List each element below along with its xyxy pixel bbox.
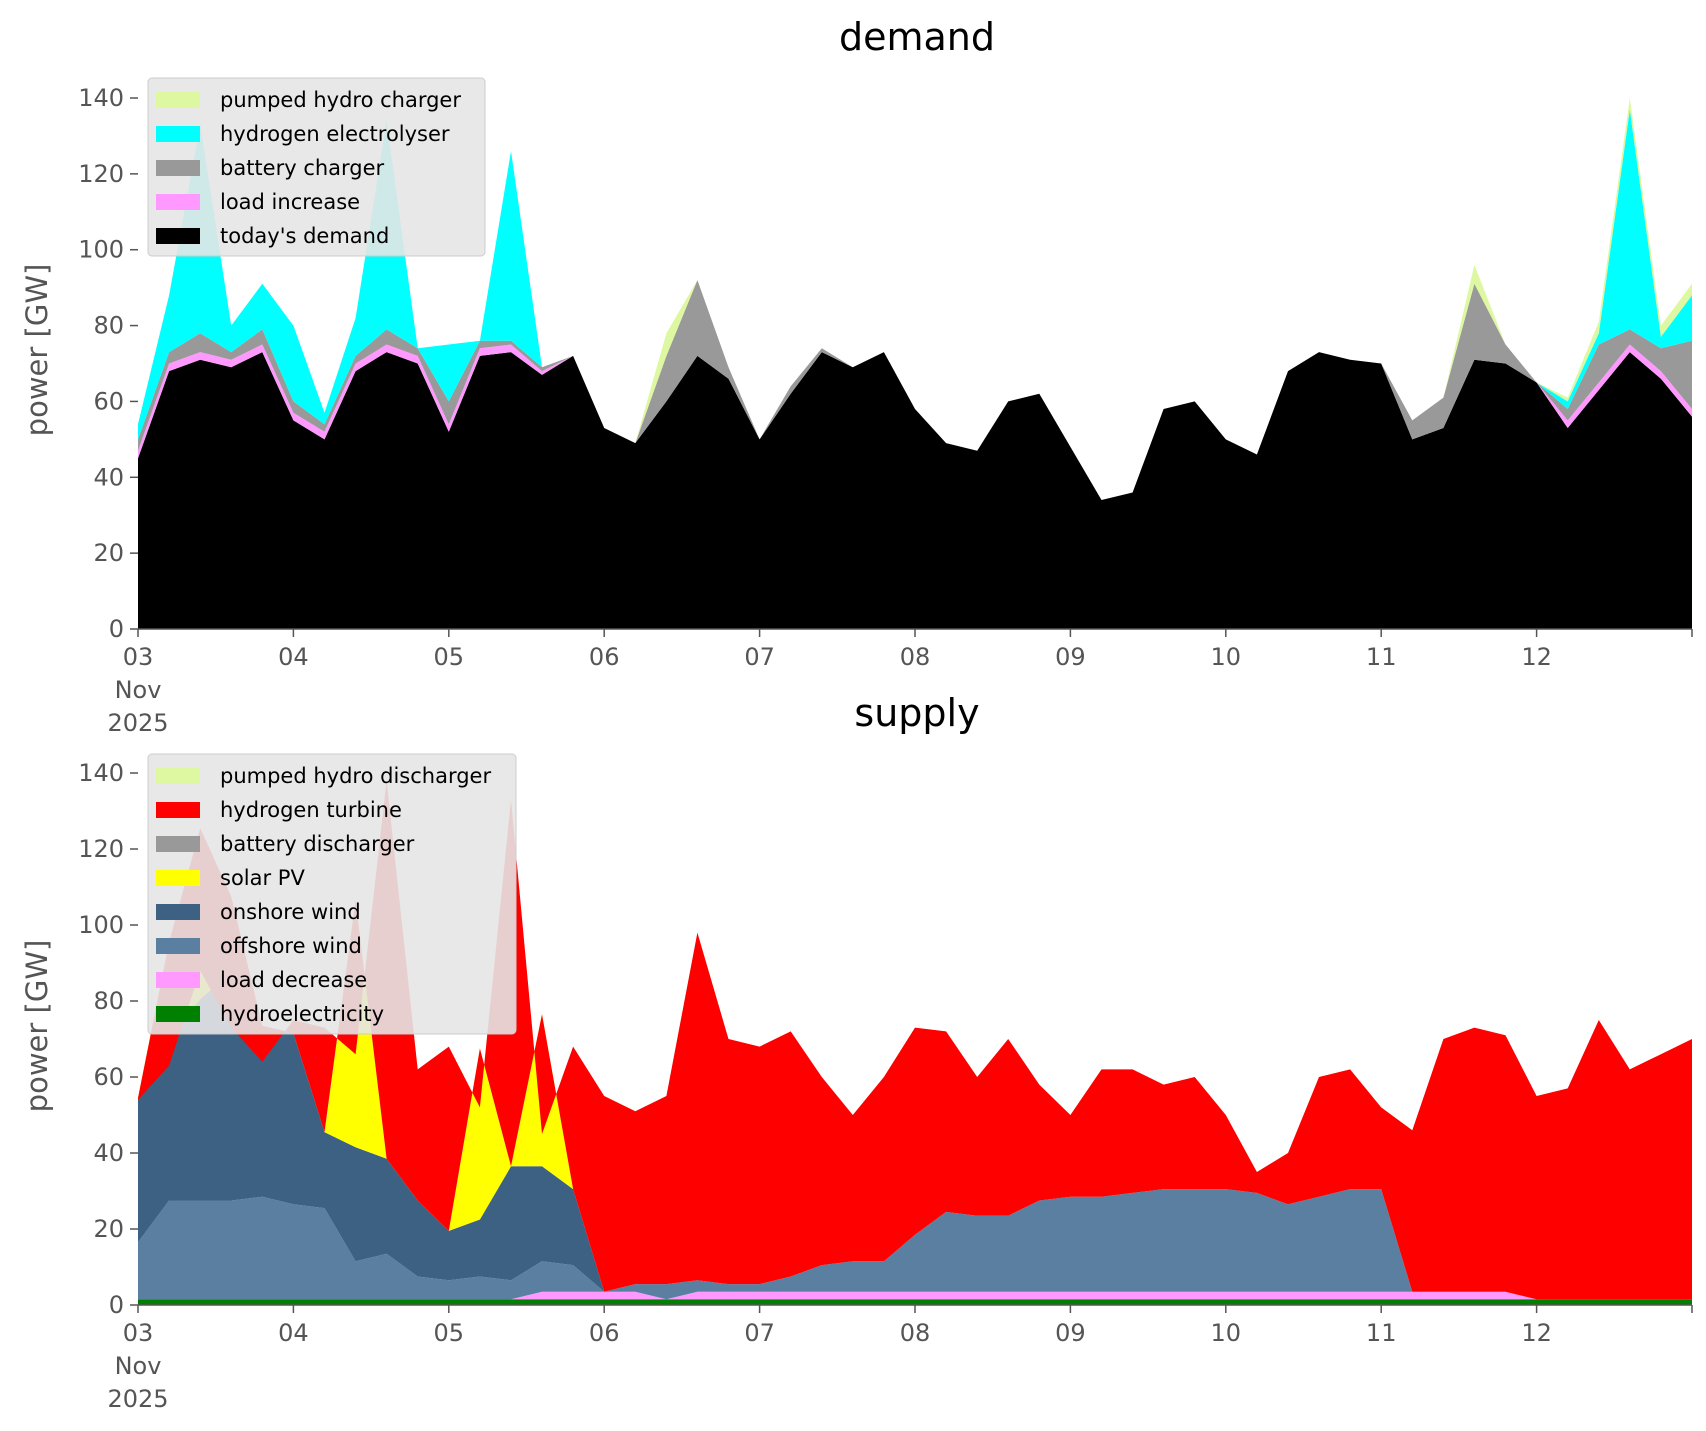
legend-swatch [156, 160, 200, 176]
x-tick-label: 03 [123, 1319, 154, 1347]
area-hydroelectricity [138, 1299, 1692, 1305]
y-tick-label: 120 [78, 160, 124, 188]
legend-swatch [156, 1006, 200, 1022]
x-tick-label: 08 [900, 1319, 931, 1347]
x-tick-label: 05 [434, 1319, 465, 1347]
demand-y-axis-label: power [GW] [20, 264, 54, 437]
x-tick-label: Nov [115, 676, 162, 704]
x-tick-label: 12 [1521, 1319, 1552, 1347]
legend-swatch [156, 228, 200, 244]
y-tick-label: 60 [93, 1063, 124, 1091]
y-tick-label: 80 [93, 312, 124, 340]
area-load-decrease [138, 1291, 1692, 1300]
legend-label: hydrogen electrolyser [220, 122, 450, 146]
legend-label: today's demand [220, 224, 389, 248]
y-tick-label: 0 [109, 1291, 124, 1319]
legend-label: battery discharger [220, 832, 415, 856]
y-tick-label: 140 [78, 84, 124, 112]
demand-panel: demand power [GW] 0 20 40 60 80 100 120 140 03 No… [20, 15, 1693, 737]
legend-box [147, 753, 517, 1035]
x-tick-label: 05 [434, 643, 465, 671]
legend-swatch [156, 802, 200, 818]
area-today-s-demand [138, 352, 1692, 629]
y-tick-label: 60 [93, 387, 124, 415]
x-tick-label: 09 [1055, 1319, 1086, 1347]
legend-label: pumped hydro discharger [220, 764, 491, 788]
x-tick-label: 04 [278, 1319, 309, 1347]
legend-swatch [156, 870, 200, 886]
y-tick-label: 0 [109, 615, 124, 643]
legend-swatch [156, 938, 200, 954]
x-tick-label: 09 [1055, 643, 1086, 671]
legend-label: load increase [220, 190, 360, 214]
legend-label: hydroelectricity [220, 1002, 384, 1026]
supply-areas [138, 780, 1692, 1305]
legend-label: battery charger [220, 156, 385, 180]
legend-swatch [156, 126, 200, 142]
x-tick-label: 10 [1211, 643, 1242, 671]
y-tick-label: 40 [93, 1139, 124, 1167]
y-tick-label: 20 [93, 539, 124, 567]
x-tick-label: 03 [123, 643, 154, 671]
y-tick-label: 100 [78, 236, 124, 264]
supply-axes: 0 20 40 60 80 100 120 140 03 Nov 2025 04 05 06 07 08 09 1… [78, 759, 1693, 1413]
x-tick-label: 12 [1521, 643, 1552, 671]
x-tick-label: 06 [589, 1319, 620, 1347]
x-tick-label: 06 [589, 643, 620, 671]
legend-label: solar PV [220, 866, 305, 890]
x-tick-label: 10 [1211, 1319, 1242, 1347]
legend-swatch [156, 836, 200, 852]
demand-chart-title: demand [839, 15, 995, 59]
legend-swatch [156, 92, 200, 108]
legend-label: load decrease [220, 968, 367, 992]
x-tick-label: 07 [744, 643, 775, 671]
y-tick-label: 20 [93, 1215, 124, 1243]
x-tick-label: 11 [1366, 643, 1397, 671]
x-tick-label: 2025 [107, 709, 168, 737]
legend-label: offshore wind [220, 934, 362, 958]
x-tick-label: 08 [900, 643, 931, 671]
legend-label: pumped hydro charger [220, 88, 461, 112]
x-tick-label: 04 [278, 643, 309, 671]
area-offshore-wind [138, 1189, 1692, 1300]
demand-legend: pumped hydro charger hydrogen electrolyse… [147, 77, 486, 257]
x-tick-label: 11 [1366, 1319, 1397, 1347]
supply-legend: pumped hydro discharger hydrogen turbine b… [147, 753, 517, 1035]
demand-areas [138, 98, 1692, 629]
x-tick-label: Nov [115, 1352, 162, 1380]
area-onshore-wind [138, 972, 1692, 1300]
y-tick-label: 80 [93, 987, 124, 1015]
legend-swatch [156, 972, 200, 988]
supply-y-axis-label: power [GW] [20, 940, 54, 1113]
legend-swatch [156, 768, 200, 784]
legend-label: hydrogen turbine [220, 798, 402, 822]
y-tick-label: 120 [78, 835, 124, 863]
supply-panel: supply power [GW] 0 20 40 60 80 100 120 140 03 No… [20, 691, 1693, 1413]
legend-swatch [156, 194, 200, 210]
x-tick-label: 2025 [107, 1385, 168, 1413]
x-tick-label: 07 [744, 1319, 775, 1347]
y-tick-label: 100 [78, 911, 124, 939]
legend-label: onshore wind [220, 900, 361, 924]
demand-axes: 0 20 40 60 80 100 120 140 03 Nov 2025 04 05 06 07 08 09 1… [78, 84, 1693, 737]
area-hydrogen-turbine-envelope [138, 780, 1692, 1300]
y-tick-label: 40 [93, 463, 124, 491]
y-tick-label: 140 [78, 759, 124, 787]
legend-box [147, 77, 486, 257]
legend-swatch [156, 904, 200, 920]
supply-chart-title: supply [854, 691, 979, 735]
